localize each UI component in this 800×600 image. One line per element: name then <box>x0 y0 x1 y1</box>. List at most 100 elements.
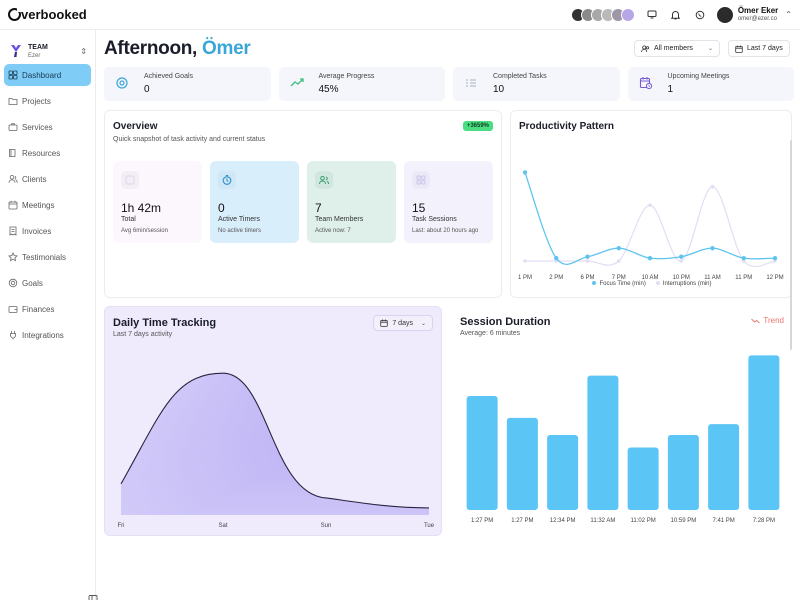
stat-card[interactable]: Completed Tasks 10 <box>453 67 620 101</box>
stat-card[interactable]: Upcoming Meetings 1 <box>627 67 794 101</box>
dashboard-icon <box>8 70 18 80</box>
members-filter[interactable]: All members ⌄ <box>634 40 720 57</box>
bar[interactable] <box>466 395 498 510</box>
x-tick-label: 11 PM <box>735 275 752 281</box>
sidebar-item-meetings[interactable]: Meetings <box>4 194 91 216</box>
x-tick-label: Sat <box>218 523 227 529</box>
folder-icon <box>8 98 18 105</box>
scrollbar[interactable] <box>790 140 792 350</box>
range-select[interactable]: 7 days ⌄ <box>373 315 433 331</box>
x-tick-label: 7 PM <box>612 275 626 281</box>
book-icon <box>9 149 16 157</box>
app-logo[interactable]: verbooked <box>8 7 87 22</box>
bell-icon[interactable] <box>669 8 683 22</box>
data-point[interactable] <box>585 259 590 263</box>
data-point[interactable] <box>616 259 621 263</box>
metric-label: Active Timers <box>218 216 261 223</box>
x-tick-label: 1 PM <box>518 275 532 281</box>
productivity-legend: Focus Time (min) Interruptions (min) <box>511 281 793 287</box>
x-tick-label: Sun <box>321 523 332 529</box>
series-line-focus <box>524 172 776 265</box>
data-point[interactable] <box>741 255 746 261</box>
overview-metric-card[interactable]: 15 Task Sessions Last: about 20 hours ago <box>404 161 493 243</box>
sidebar-item-label: Clients <box>22 174 47 184</box>
stat-card[interactable]: Average Progress 45% <box>278 67 445 101</box>
sidebar-item-dashboard[interactable]: Dashboard <box>4 64 91 86</box>
main-content: Afternoon, Ömer All members ⌄ Last 7 day… <box>96 30 800 600</box>
whatsapp-icon[interactable] <box>693 8 707 22</box>
bar[interactable] <box>547 435 579 510</box>
sidebar-item-finances[interactable]: Finances <box>4 298 91 320</box>
overview-metrics: 1h 42m Total Avg 6min/session 0 Active Timer… <box>113 161 493 243</box>
data-point[interactable] <box>679 259 684 263</box>
data-point[interactable] <box>616 245 621 251</box>
team-logo-icon <box>11 45 21 57</box>
daily-tracking-subtitle: Last 7 days activity <box>113 331 173 338</box>
sidebar-item-goals[interactable]: Goals <box>4 272 91 294</box>
data-point[interactable] <box>522 170 528 175</box>
bar[interactable] <box>587 375 619 510</box>
bar[interactable] <box>627 447 659 510</box>
metric-value: 0 <box>218 201 225 215</box>
bar[interactable] <box>506 417 538 510</box>
sidebar-item-integrations[interactable]: Integrations <box>4 324 91 346</box>
data-point[interactable] <box>523 259 527 263</box>
trend-indicator: Trend <box>751 316 784 325</box>
plug-icon <box>10 331 16 340</box>
bar[interactable] <box>667 435 699 510</box>
metric-note: No active timers <box>218 228 262 234</box>
growth-badge: +3659% <box>462 121 493 131</box>
x-tick-label: 7:41 PM <box>712 518 734 524</box>
data-point[interactable] <box>772 255 778 261</box>
x-tick-label: Fri <box>118 523 125 529</box>
sidebar-item-label: Dashboard <box>22 70 62 80</box>
data-point[interactable] <box>554 255 559 261</box>
metric-note: Active now: 7 <box>315 228 351 234</box>
overview-metric-card[interactable]: 1h 42m Total Avg 6min/session <box>113 161 202 243</box>
metric-note: Avg 6min/session <box>121 228 168 234</box>
calendar-icon <box>735 45 743 53</box>
x-tick-label: 12 PM <box>766 275 783 281</box>
data-point[interactable] <box>648 203 652 208</box>
data-point[interactable] <box>585 254 590 259</box>
calendar-clock-icon <box>639 77 652 90</box>
daily-tracking-title: Daily Time Tracking <box>113 317 217 329</box>
sidebar-item-testimonials[interactable]: Testimonials <box>4 246 91 268</box>
data-point[interactable] <box>679 254 684 259</box>
wallet-icon <box>8 306 18 313</box>
x-tick-label: 6 PM <box>580 275 594 281</box>
data-point[interactable] <box>647 255 653 261</box>
sidebar-item-clients[interactable]: Clients <box>4 168 91 190</box>
team-switcher[interactable]: TEAM Ezer ⇕ <box>0 30 95 64</box>
bar[interactable] <box>748 355 780 510</box>
metric-value: 7 <box>315 201 322 215</box>
sidebar-collapse-icon[interactable] <box>88 594 98 600</box>
sidebar-item-services[interactable]: Services <box>4 116 91 138</box>
user-email: omer@ezer.co <box>737 16 777 22</box>
chevron-updown-icon: ⌃ <box>785 10 792 19</box>
overview-metric-card[interactable]: 7 Team Members Active now: 7 <box>307 161 396 243</box>
overview-metric-card[interactable]: 0 Active Timers No active timers <box>210 161 299 243</box>
user-name: Ömer Eker <box>737 6 779 15</box>
user-menu[interactable]: Ömer Eker omer@ezer.co ⌃ <box>716 6 792 23</box>
monitor-icon[interactable] <box>645 8 659 22</box>
bar[interactable] <box>708 424 740 510</box>
team-avatar-stack[interactable] <box>570 7 635 22</box>
x-tick-label: 7:28 PM <box>753 518 775 524</box>
greeting-prefix: Afternoon, <box>104 38 203 59</box>
data-point[interactable] <box>710 245 715 251</box>
stat-card[interactable]: Achieved Goals 0 <box>104 67 271 101</box>
users-icon <box>641 44 650 52</box>
stat-value: 10 <box>493 84 505 95</box>
daily-tracking-chart: Fri Sat Sun Tue <box>118 372 435 529</box>
sidebar-item-label: Projects <box>22 96 51 106</box>
invoice-icon <box>9 226 17 236</box>
x-tick-label: 11 AM <box>704 275 721 281</box>
sidebar-item-projects[interactable]: Projects <box>4 90 91 112</box>
sidebar-item-resources[interactable]: Resources <box>4 142 91 164</box>
avatar <box>620 7 635 22</box>
date-range-filter[interactable]: Last 7 days <box>728 40 790 57</box>
sidebar-item-invoices[interactable]: Invoices <box>4 220 91 242</box>
data-point[interactable] <box>710 184 715 189</box>
logo-mark-icon <box>8 7 22 21</box>
